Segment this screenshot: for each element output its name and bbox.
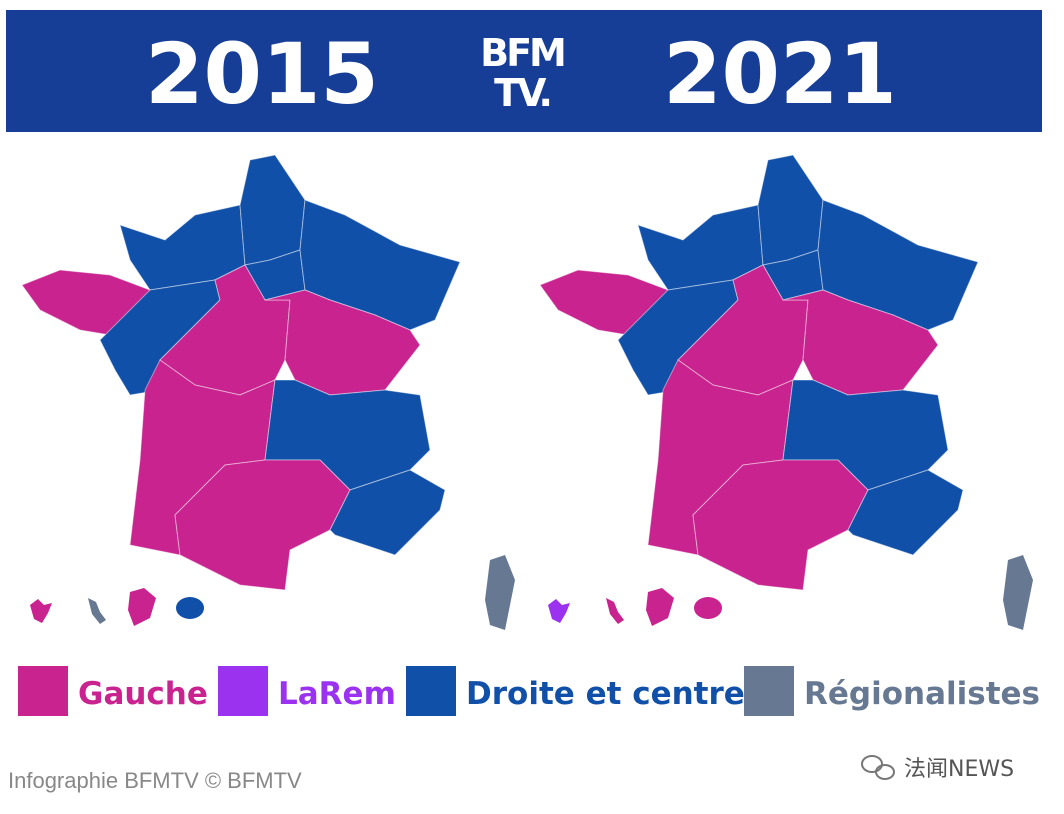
- legend-label: Régionalistes: [804, 676, 1040, 712]
- watermark-icon: [861, 755, 895, 780]
- legend-swatch: [18, 666, 68, 716]
- map-2021: [539, 154, 1034, 631]
- logo-line: BFM: [480, 31, 564, 75]
- year-2015: 2015: [145, 25, 379, 123]
- legend-label: LaRem: [278, 676, 396, 712]
- year-2021: 2021: [663, 25, 897, 123]
- logo-line: TV.: [494, 71, 550, 115]
- legend-swatch: [218, 666, 268, 716]
- caption: Infographie BFMTV © BFMTV: [8, 768, 302, 793]
- legend-swatch: [406, 666, 456, 716]
- legend: Gauche LaRem Droite et centre Régionalistes: [18, 666, 1040, 716]
- watermark: 法闻NEWS: [904, 757, 1014, 782]
- legend-swatch: [744, 666, 794, 716]
- map-2015: [21, 154, 516, 631]
- legend-label: Droite et centre: [466, 676, 745, 712]
- header-band: [6, 10, 1042, 132]
- legend-label: Gauche: [78, 676, 208, 712]
